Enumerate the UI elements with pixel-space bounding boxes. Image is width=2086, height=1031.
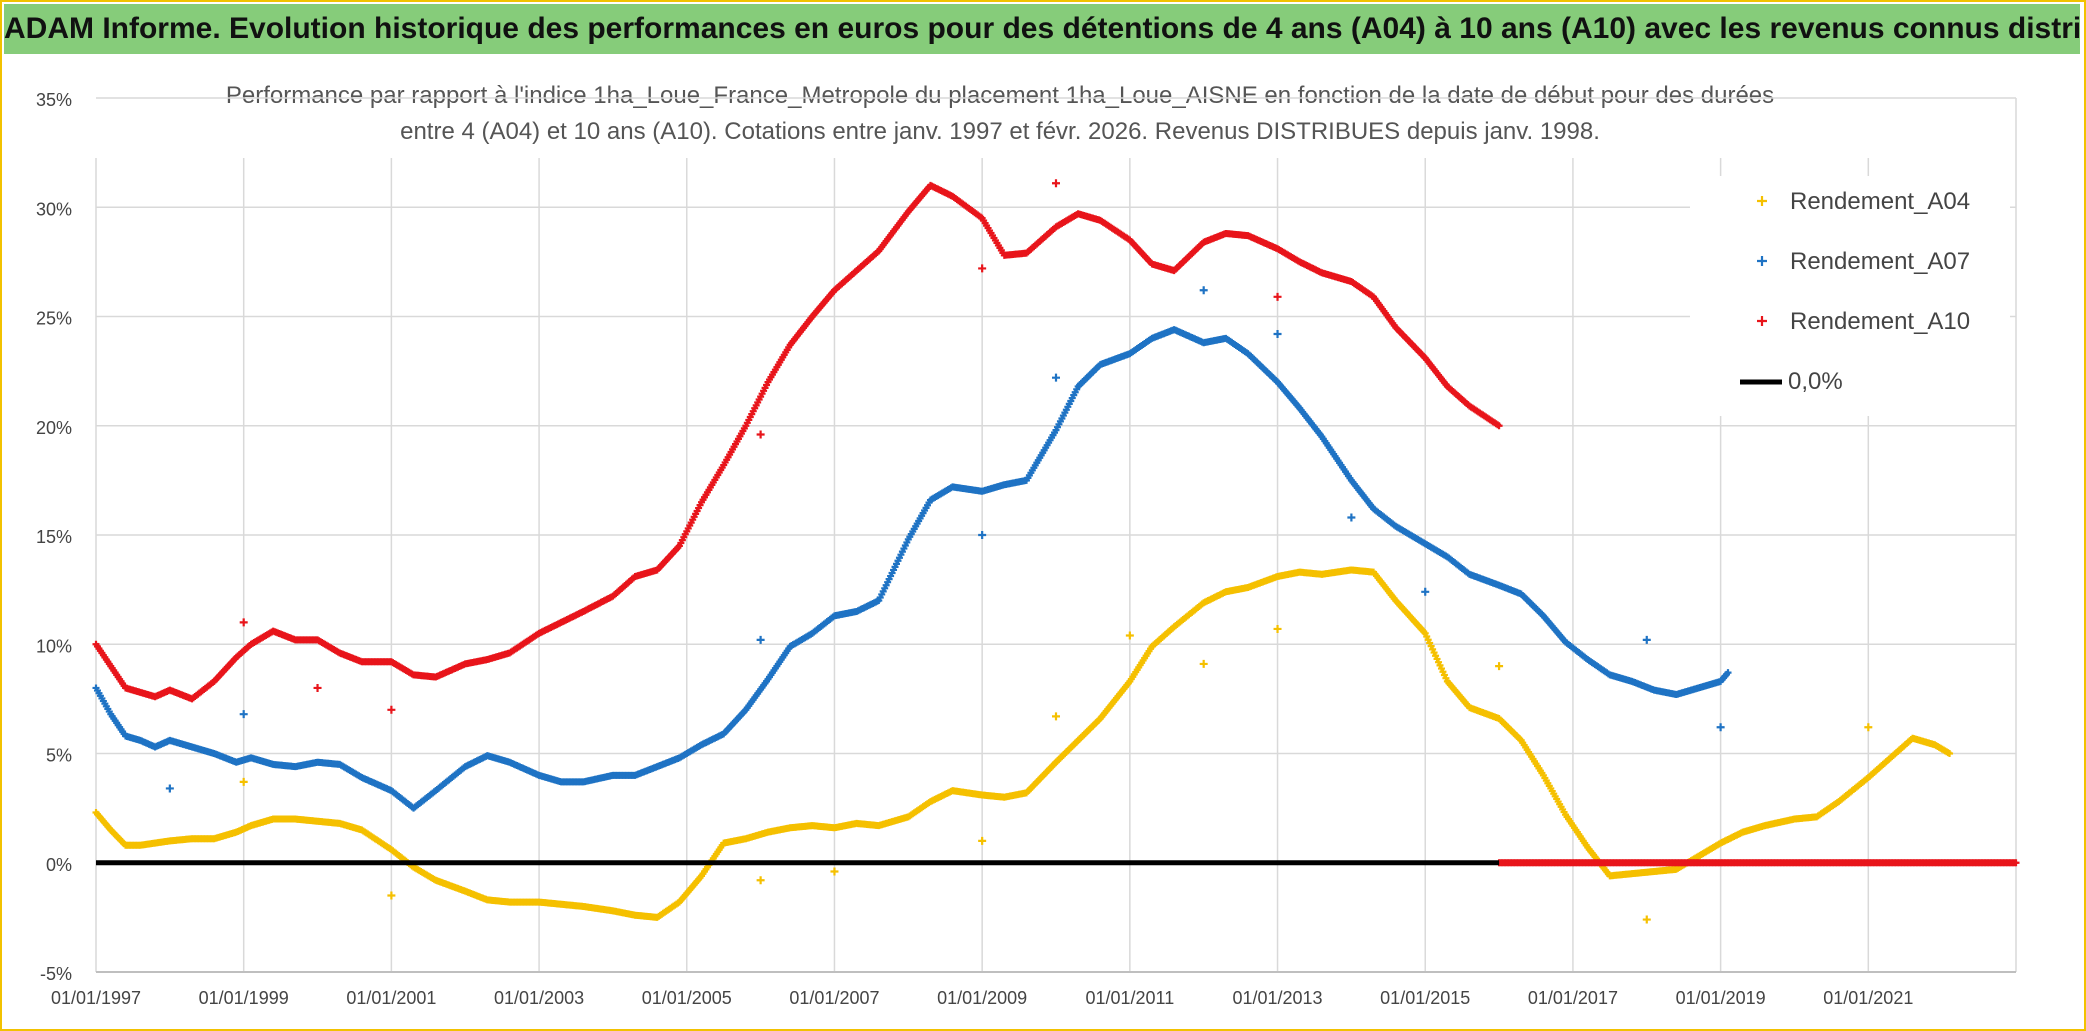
y-tick-label: 20% — [36, 418, 72, 438]
outlier-point — [1716, 723, 1725, 732]
y-tick-label: 35% — [36, 90, 72, 110]
series-rendement-a04 — [92, 566, 1954, 924]
outlier-point — [756, 876, 765, 885]
chart-title-line-2: entre 4 (A04) et 10 ans (A10). Cotations… — [400, 118, 1600, 145]
x-tick-label: 01/01/2011 — [1085, 988, 1174, 1008]
y-tick-label: 0% — [46, 855, 72, 875]
outlier-point — [756, 635, 765, 644]
legend-label: 0,0% — [1788, 368, 1843, 395]
legend-marker-icon — [1757, 256, 1767, 266]
zero-point — [2012, 859, 2020, 867]
x-tick-label: 01/01/2003 — [494, 988, 584, 1008]
outlier-point — [1273, 329, 1282, 338]
outlier-point — [978, 836, 987, 845]
outlier-point — [1864, 723, 1873, 732]
x-tick-label: 01/01/1997 — [51, 988, 141, 1008]
data-point — [1946, 750, 1954, 757]
page-title: ADAM Informe. Evolution historique des p… — [4, 4, 2080, 54]
legend-marker-icon — [1757, 196, 1767, 206]
y-tick-label: 30% — [36, 199, 72, 219]
outlier-point — [1052, 179, 1060, 188]
x-tick-label: 01/01/2015 — [1380, 988, 1470, 1008]
x-tick-label: 01/01/2013 — [1232, 988, 1322, 1008]
legend-label: Rendement_A07 — [1790, 248, 1970, 275]
outlier-point — [1125, 631, 1134, 640]
outlier-point — [1642, 915, 1651, 924]
legend-marker-icon — [1757, 316, 1767, 326]
series-rendement-a10 — [92, 179, 2020, 867]
y-tick-label: 5% — [46, 746, 72, 766]
x-tick-label: 01/01/2021 — [1823, 988, 1913, 1008]
outlier-point — [1642, 635, 1651, 644]
outlier-point — [978, 531, 987, 539]
data-point — [1495, 422, 1503, 430]
data-point — [1724, 669, 1732, 677]
outlier-point — [387, 705, 396, 714]
outlier-point — [1199, 659, 1208, 668]
outlier-point — [978, 264, 987, 273]
outlier-point — [756, 430, 765, 439]
series-marks — [92, 179, 2020, 924]
outlier-point — [1347, 513, 1356, 522]
outlier-point — [830, 867, 839, 876]
x-tick-label: 01/01/2019 — [1676, 988, 1766, 1008]
x-tick-label: 01/01/2017 — [1528, 988, 1618, 1008]
x-tick-label: 01/01/2009 — [937, 988, 1027, 1008]
chart: Performance par rapport à l'indice 1ha_L… — [36, 82, 2020, 1008]
outlier-point — [1273, 624, 1282, 633]
x-tick-label: 01/01/1999 — [199, 988, 289, 1008]
legend-label: Rendement_A04 — [1790, 188, 1970, 215]
outlier-point — [1199, 286, 1208, 295]
x-tick-label: 01/01/2007 — [789, 988, 879, 1008]
x-tick-label: 01/01/2001 — [346, 988, 436, 1008]
outlier-point — [1495, 662, 1504, 671]
y-tick-label: 10% — [36, 636, 72, 656]
outlier-point — [1273, 292, 1282, 301]
chart-title-line-1: Performance par rapport à l'indice 1ha_L… — [226, 82, 1774, 109]
legend-label: Rendement_A10 — [1790, 308, 1970, 335]
y-tick-label: -5% — [40, 964, 72, 984]
grid — [95, 97, 2017, 973]
x-tick-label: 01/01/2005 — [642, 988, 732, 1008]
series-rendement-a07 — [92, 286, 1732, 812]
axes: -5% 0% 5% 10% 15% 20% 25% 30% 35% 01/01/1997 01/01… — [36, 90, 2016, 1008]
outlier-point — [239, 618, 248, 627]
legend-box — [1690, 176, 2010, 416]
outlier-point — [165, 784, 174, 793]
outlier-point — [313, 683, 322, 692]
y-tick-label: 15% — [36, 527, 72, 547]
legend: Rendement_A04 Rendement_A07 Rendement_A10 0… — [1690, 176, 2010, 416]
outlier-point — [239, 777, 248, 786]
outlier-point — [387, 891, 396, 900]
y-tick-label: 25% — [36, 309, 72, 329]
outlier-point — [1052, 712, 1060, 721]
outlier-point — [1421, 587, 1430, 596]
outlier-point — [239, 710, 248, 719]
outlier-point — [1052, 373, 1060, 382]
